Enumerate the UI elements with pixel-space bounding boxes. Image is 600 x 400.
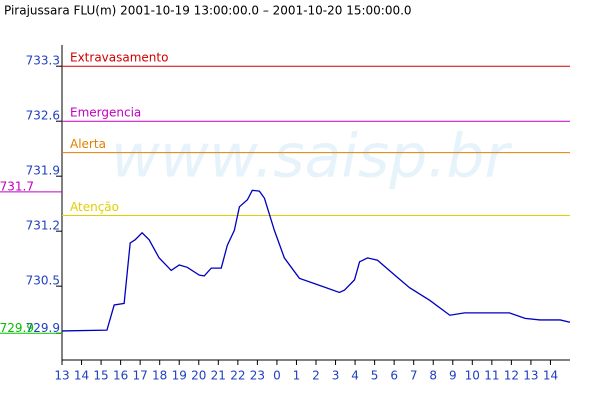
x-tick-label: 21 bbox=[211, 369, 226, 383]
x-tick-label: 3 bbox=[332, 369, 340, 383]
threshold-label: Emergencia bbox=[70, 106, 141, 120]
threshold-label: Alerta bbox=[70, 137, 106, 151]
x-tick-label: 17 bbox=[133, 369, 148, 383]
marker-label: 729.9 bbox=[0, 321, 34, 335]
y-tick-label: 730.5 bbox=[26, 274, 60, 288]
x-tick-label: 11 bbox=[484, 369, 499, 383]
x-tick-label: 19 bbox=[172, 369, 187, 383]
x-tick-label: 23 bbox=[250, 369, 265, 383]
chart-title: Pirajussara FLU(m) 2001-10-19 13:00:00.0… bbox=[4, 4, 412, 18]
y-tick-label: 731.2 bbox=[26, 219, 60, 233]
x-tick-label: 20 bbox=[191, 369, 206, 383]
x-tick-label: 1 bbox=[293, 369, 301, 383]
x-tick-label: 2 bbox=[312, 369, 320, 383]
x-tick-label: 15 bbox=[93, 369, 108, 383]
x-tick-label: 18 bbox=[152, 369, 167, 383]
x-tick-label: 7 bbox=[410, 369, 418, 383]
x-tick-label: 13 bbox=[54, 369, 69, 383]
x-tick-label: 6 bbox=[390, 369, 398, 383]
x-tick-label: 12 bbox=[504, 369, 519, 383]
x-tick-label: 8 bbox=[429, 369, 437, 383]
data-line bbox=[61, 189, 571, 332]
x-tick-label: 14 bbox=[74, 369, 89, 383]
x-tick-label: 9 bbox=[449, 369, 457, 383]
x-tick-label: 14 bbox=[543, 369, 558, 383]
x-tick-label: 4 bbox=[351, 369, 359, 383]
y-tick-label: 731.9 bbox=[26, 164, 60, 178]
watermark: www.saisp.br bbox=[111, 122, 513, 192]
threshold-label: Extravasamento bbox=[70, 51, 168, 65]
x-tick-label: 0 bbox=[273, 369, 281, 383]
x-tick-label: 10 bbox=[465, 369, 480, 383]
threshold-label: Atenção bbox=[70, 200, 119, 214]
y-tick-label: 732.6 bbox=[26, 109, 60, 123]
x-tick-label: 5 bbox=[371, 369, 379, 383]
y-tick-label: 733.3 bbox=[26, 54, 60, 68]
x-tick-label: 16 bbox=[113, 369, 128, 383]
x-tick-label: 13 bbox=[523, 369, 538, 383]
y-tick-label: 729.9 bbox=[26, 321, 60, 335]
marker-label: 731.7 bbox=[0, 179, 34, 193]
x-tick-label: 22 bbox=[230, 369, 245, 383]
